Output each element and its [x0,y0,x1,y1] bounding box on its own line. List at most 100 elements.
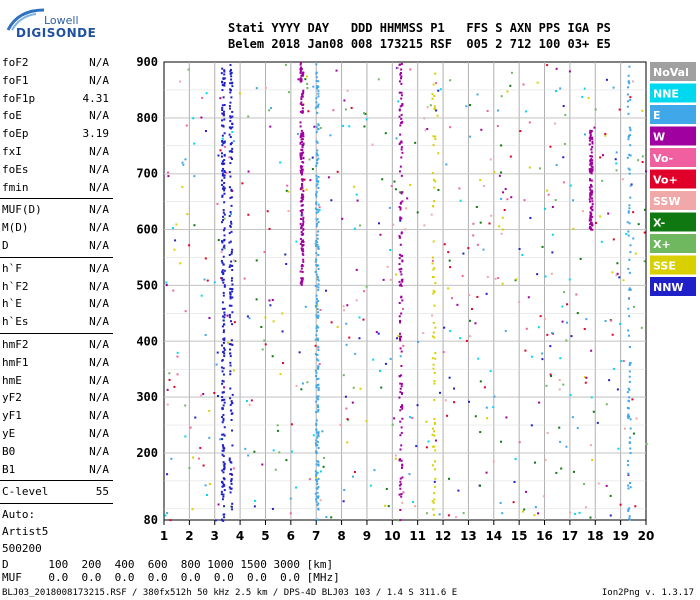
echo-band-point [302,142,305,145]
echo-point [641,109,644,112]
echo-point [184,404,187,407]
echo-band-point [400,71,403,74]
echo-band-point [302,260,305,263]
echo-band-point [299,63,302,66]
echo-band-point [300,153,303,156]
echo-point [474,322,477,325]
echo-band-point [229,175,232,178]
echo-point [306,82,309,85]
x-tick-label: 12 [435,529,452,543]
echo-band-point [229,196,232,199]
echo-point [222,463,225,466]
echo-point [632,211,635,214]
echo-band-point [221,183,224,186]
echo-band-point [400,382,403,385]
param-value: N/A [89,180,109,194]
echo-band-point [627,417,630,420]
param-row: fxI N/A [0,143,113,161]
echo-band-point [230,71,233,74]
echo-band-point [229,387,232,390]
echo-point [188,467,191,470]
echo-point [488,222,491,225]
echo-band-point [316,504,319,507]
echo-band-point [222,77,225,80]
echo-band-point [229,127,232,130]
echo-band-point [317,326,320,329]
echo-band-point [222,319,225,322]
echo-point [476,295,479,298]
echo-band-point [316,378,319,381]
echo-band-point [627,86,630,89]
echo-band-point [591,140,594,143]
echo-point [371,143,374,146]
echo-band-point [628,515,631,518]
echo-point [171,227,174,230]
echo-point [539,167,542,170]
echo-band-point [302,103,305,106]
echo-band-point [315,463,318,466]
echo-band-point [629,436,632,439]
echo-band-point [300,230,303,233]
echo-band-point [220,162,223,165]
echo-band-point [316,105,319,108]
echo-band-point [433,382,436,385]
echo-point [559,87,562,90]
echo-point [247,454,250,457]
echo-point [617,447,620,450]
echo-band-point [302,216,305,219]
echo-point [184,158,187,161]
echo-band-point [300,267,303,270]
echo-band-point [627,334,630,337]
echo-point [518,441,521,444]
echo-band-point [229,143,232,146]
echo-band-point [222,341,225,344]
echo-band-point [316,491,319,494]
echo-band-point [302,135,305,138]
echo-band-point [398,484,401,487]
echo-point [576,312,579,315]
echo-point [344,108,347,111]
echo-point [261,348,264,351]
echo-point [358,316,361,319]
echo-band-point [229,487,232,490]
echo-band-point [588,143,591,146]
echo-band-point [223,140,226,143]
echo-point [604,132,607,135]
echo-band-point [317,463,320,466]
echo-band-point [399,124,402,127]
echo-point [546,333,549,336]
echo-point [318,209,321,212]
echo-band-point [222,272,225,275]
echo-band-point [317,123,320,126]
echo-band-point [433,267,436,270]
echo-point [422,332,425,335]
echo-band-point [228,107,231,110]
param-name: foEs [2,162,29,176]
echo-band-point [589,183,592,186]
echo-band-point [317,432,320,435]
echo-point [592,410,595,413]
echo-point [352,386,355,389]
param-row: foE N/A [0,107,113,125]
echo-point [216,202,219,205]
echo-band-point [230,412,233,415]
echo-point [501,228,504,231]
echo-band-point [317,286,320,289]
echo-band-point [222,493,225,496]
echo-point [431,259,434,262]
echo-band-point [223,239,226,242]
echo-point [497,277,500,280]
echo-point [453,401,456,404]
echo-point [393,417,396,420]
echo-band-point [230,418,233,421]
x-tick-label: 5 [261,529,269,543]
echo-point [250,399,253,402]
echo-band-point [221,438,224,441]
echo-point [248,403,251,406]
echo-band-point [433,380,436,383]
echo-band-point [627,413,630,416]
echo-point [379,233,382,236]
echo-point [353,185,356,188]
param-value: 4.31 [82,91,110,105]
echo-point [430,213,433,216]
